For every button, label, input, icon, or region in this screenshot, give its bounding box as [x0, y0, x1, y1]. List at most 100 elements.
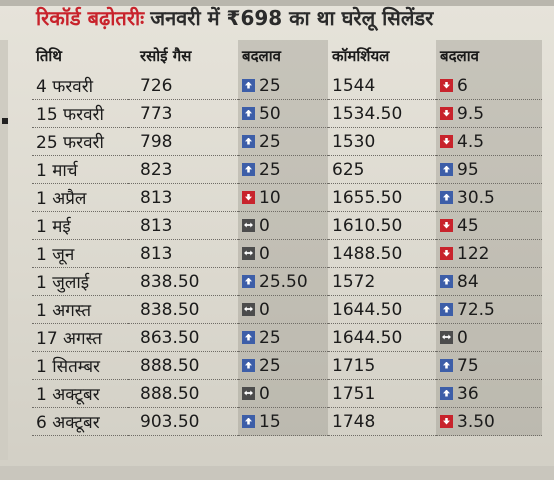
commercial-price-cell-value: 625 [332, 159, 365, 180]
bullet-mark [2, 118, 8, 124]
domestic-change-cell-value: 10 [259, 187, 281, 208]
commercial-change-cell-value: 122 [457, 243, 490, 264]
domestic-change-cell: 0 [238, 239, 328, 268]
date-cell-value: 25 फरवरी [36, 133, 104, 153]
commercial-price-cell-value: 1530 [332, 131, 376, 152]
domestic-price-cell-value: 773 [140, 103, 173, 124]
domestic-change-cell-value: 0 [259, 215, 270, 236]
commercial-change-cell: 122 [436, 239, 542, 268]
commercial-price-cell: 1644.50 [328, 295, 436, 324]
commercial-change-cell-value: 3.50 [457, 411, 495, 432]
table-row: 1 अगस्त 838.50 0 1644.50 72.5 [32, 295, 542, 324]
table-row: 1 अक्टूबर 888.50 0 1751 36 [32, 379, 542, 408]
commercial-price-cell-value: 1610.50 [332, 215, 403, 236]
table-row: 1 जुलाई 838.50 25.50 1572 84 [32, 267, 542, 296]
date-cell: 6 अक्टूबर [32, 407, 128, 436]
table-row: 25 फरवरी 798 25 1530 4.5 [32, 127, 542, 156]
domestic-price-cell: 823 [128, 155, 238, 184]
domestic-price-cell-value: 838.50 [140, 271, 200, 292]
col-header-change-commercial: बदलाव [436, 40, 542, 72]
commercial-change-cell: 3.50 [436, 407, 542, 436]
date-cell-value: 4 फरवरी [36, 77, 94, 97]
commercial-change-cell-value: 6 [457, 75, 468, 96]
date-cell: 1 अगस्त [32, 295, 128, 324]
domestic-price-cell-value: 888.50 [140, 383, 200, 404]
commercial-change-cell-value: 36 [457, 383, 479, 404]
commercial-price-cell-value: 1488.50 [332, 243, 403, 264]
domestic-change-cell: 25.50 [238, 267, 328, 296]
domestic-change-cell: 25 [238, 155, 328, 184]
domestic-change-cell: 25 [238, 72, 328, 100]
arrow-left-right-icon [242, 218, 255, 232]
domestic-price-cell-value: 823 [140, 159, 173, 180]
table-row: 17 अगस्त 863.50 25 1644.50 0 [32, 323, 542, 352]
arrow-down-icon [440, 246, 453, 260]
arrow-left-right-icon [440, 330, 453, 344]
date-cell-value: 1 मई [36, 217, 71, 237]
date-cell: 15 फरवरी [32, 99, 128, 128]
date-cell: 17 अगस्त [32, 323, 128, 352]
commercial-price-cell-value: 1655.50 [332, 187, 403, 208]
domestic-price-cell: 813 [128, 211, 238, 240]
commercial-change-cell: 30.5 [436, 183, 542, 212]
domestic-price-cell: 838.50 [128, 267, 238, 296]
arrow-up-icon [242, 414, 255, 428]
headline-text: जनवरी में ₹698 का था घरेलू सिलेंडर [150, 6, 434, 30]
domestic-change-cell-value: 0 [259, 243, 270, 264]
domestic-price-cell-value: 863.50 [140, 327, 200, 348]
commercial-price-cell: 1572 [328, 267, 436, 296]
arrow-up-icon [440, 386, 453, 400]
commercial-price-cell: 1655.50 [328, 183, 436, 212]
date-cell: 1 अप्रैल [32, 183, 128, 212]
commercial-change-cell: 45 [436, 211, 542, 240]
date-cell: 1 जून [32, 239, 128, 268]
domestic-price-cell: 888.50 [128, 379, 238, 408]
commercial-price-cell-value: 1644.50 [332, 299, 403, 320]
domestic-change-cell: 0 [238, 211, 328, 240]
commercial-price-cell-value: 1534.50 [332, 103, 403, 124]
arrow-up-icon [242, 78, 255, 92]
domestic-price-cell: 863.50 [128, 323, 238, 352]
domestic-price-cell-value: 726 [140, 75, 173, 96]
date-cell-value: 1 जून [36, 245, 75, 265]
headline: रिकॉर्ड बढ़ोतरीः जनवरी में ₹698 का था घर… [36, 4, 433, 40]
table-row: 15 फरवरी 773 50 1534.50 9.5 [32, 99, 542, 128]
domestic-change-cell: 0 [238, 379, 328, 408]
date-cell: 4 फरवरी [32, 72, 128, 100]
commercial-price-cell-value: 1644.50 [332, 327, 403, 348]
domestic-price-cell-value: 813 [140, 215, 173, 236]
arrow-up-icon [440, 162, 453, 176]
date-cell-value: 15 फरवरी [36, 105, 104, 125]
table-header-row: तिथि रसोई गैस बदलाव कॉमर्शियल बदलाव [32, 40, 542, 72]
date-cell-value: 1 जुलाई [36, 273, 90, 293]
date-cell: 1 मार्च [32, 155, 128, 184]
domestic-change-cell-value: 0 [259, 383, 270, 404]
arrow-up-icon [440, 358, 453, 372]
domestic-change-cell: 25 [238, 351, 328, 380]
commercial-change-cell: 75 [436, 351, 542, 380]
table-row: 1 मार्च 823 25 625 95 [32, 155, 542, 184]
commercial-change-cell: 72.5 [436, 295, 542, 324]
table-row: 1 सितम्बर 888.50 25 1715 75 [32, 351, 542, 380]
top-rule [0, 0, 554, 6]
commercial-change-cell-value: 45 [457, 215, 479, 236]
commercial-price-cell: 1488.50 [328, 239, 436, 268]
arrow-up-icon [440, 190, 453, 204]
commercial-price-cell: 1534.50 [328, 99, 436, 128]
left-margin [0, 40, 8, 460]
commercial-change-cell: 6 [436, 72, 542, 100]
domestic-change-cell-value: 0 [259, 299, 270, 320]
date-cell-value: 17 अगस्त [36, 329, 102, 349]
domestic-price-cell-value: 888.50 [140, 355, 200, 376]
domestic-price-cell: 888.50 [128, 351, 238, 380]
col-header-date: तिथि [36, 47, 62, 65]
bottom-edge [0, 466, 554, 480]
date-cell-value: 1 अक्टूबर [36, 385, 100, 405]
date-cell: 1 सितम्बर [32, 351, 128, 380]
table-row: 6 अक्टूबर 903.50 15 1748 3.50 [32, 407, 542, 436]
arrow-up-icon [242, 134, 255, 148]
commercial-change-cell-value: 30.5 [457, 187, 495, 208]
arrow-up-icon [440, 302, 453, 316]
domestic-change-cell-value: 25.50 [259, 271, 308, 292]
